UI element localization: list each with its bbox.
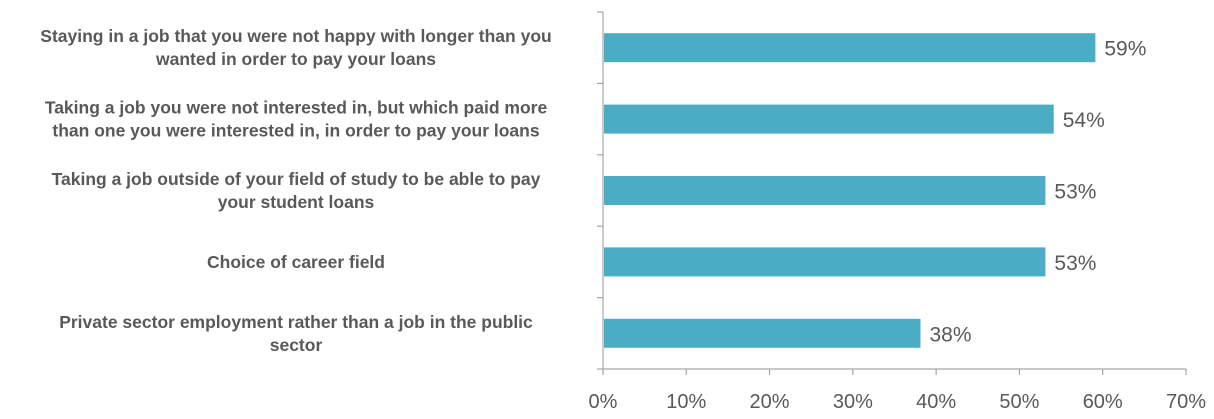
category-label-2: Taking a job you were not interested in,… [45, 98, 548, 141]
bar-5 [604, 318, 921, 348]
x-tick-label-4: 40% [916, 391, 956, 413]
value-label-1: 59% [1104, 38, 1146, 61]
category-label-4: Choice of career field [207, 252, 385, 272]
value-label-3: 53% [1054, 181, 1096, 204]
value-label-5: 38% [929, 323, 971, 346]
category-label-3: Taking a job outside of your field of st… [52, 169, 541, 212]
bar-3 [604, 176, 1046, 205]
labels-group: 59% Staying in a job that you were not ha… [40, 26, 1206, 413]
bars-group [604, 33, 1096, 348]
x-tick-label-5: 50% [999, 391, 1039, 413]
bar-1 [604, 33, 1096, 63]
bar-2 [604, 104, 1054, 134]
value-label-4: 53% [1054, 252, 1096, 275]
x-tick-label-2: 20% [750, 391, 790, 413]
axes-group [597, 11, 1187, 375]
bar-4 [604, 247, 1046, 277]
category-label-5: Private sector employment rather than a … [59, 312, 533, 355]
x-tick-label-3: 30% [833, 391, 873, 413]
x-tick-label-0: 0% [589, 391, 618, 413]
x-tick-label-1: 10% [666, 391, 706, 413]
x-tick-label-7: 70% [1166, 391, 1206, 413]
value-label-2: 54% [1063, 109, 1105, 132]
x-tick-label-6: 60% [1083, 391, 1123, 413]
category-label-1: Staying in a job that you were not happy… [40, 26, 551, 69]
